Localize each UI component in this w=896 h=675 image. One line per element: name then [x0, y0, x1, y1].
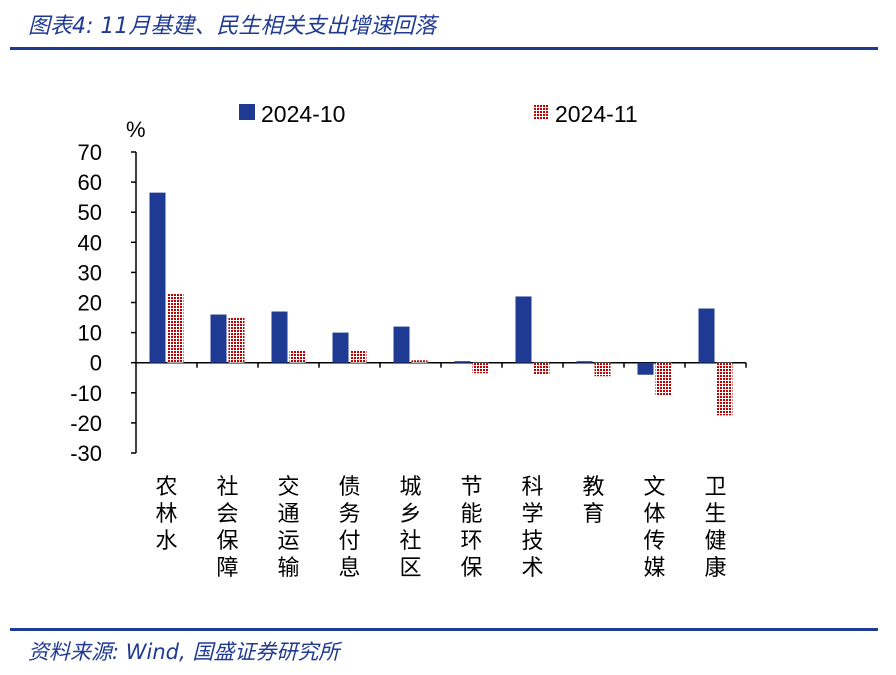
legend-label: 2024-11: [555, 101, 638, 127]
y-tick-label: 50: [78, 200, 102, 225]
x-category-label: 社会保障: [216, 475, 238, 581]
y-tick-label: -10: [70, 381, 102, 406]
bar-2024-10-城乡社区: [393, 326, 410, 363]
bar-2024-10-交通运输: [271, 311, 288, 363]
bar-2024-11-城乡社区: [411, 360, 428, 363]
category-labels: 农林水 社会保障 交通运输 债务付息 城乡社区 节能环保 科学技术 教育 文体传媒 卫生健康: [155, 475, 726, 581]
x-category-label: 卫生健康: [704, 475, 726, 581]
y-tick-label: 30: [78, 260, 102, 285]
x-category-label: 债务付息: [338, 475, 360, 581]
bar-2024-11-交通运输: [289, 350, 306, 363]
bar-2024-10-社会保障: [210, 314, 227, 363]
bar-2024-10-节能环保: [454, 361, 471, 363]
bar-2024-10-农林水: [149, 192, 166, 363]
bar-2024-10-科学技术: [515, 296, 532, 363]
y-tick-label: 70: [78, 140, 102, 165]
bars: [149, 192, 733, 416]
x-category-label: 文体传媒: [643, 475, 665, 581]
legend-swatch: [239, 104, 255, 120]
y-axis: 70 60 50 40 30 20 10 0 -10 -20 -30: [70, 140, 137, 466]
figure-title: 图表4: 11月基建、民生相关支出增速回落: [28, 14, 437, 39]
y-tick-label: 10: [78, 321, 102, 346]
legend-swatch: [533, 104, 549, 120]
y-tick-label: -30: [70, 441, 102, 466]
source-note: 资料来源: Wind, 国盛证券研究所: [28, 640, 340, 664]
y-tick-label: 0: [90, 351, 102, 376]
x-category-label: 节能环保: [460, 475, 482, 581]
bar-2024-10-文体传媒: [637, 362, 654, 375]
y-tick-label: 20: [78, 291, 102, 316]
x-category-label: 教育: [582, 475, 604, 527]
bar-2024-11-文体传媒: [655, 362, 672, 396]
bar-2024-11-科学技术: [533, 362, 550, 375]
bar-2024-11-农林水: [167, 293, 184, 363]
bar-2024-11-债务付息: [350, 350, 367, 363]
top-rule: [10, 47, 878, 50]
y-tick-label: 60: [78, 170, 102, 195]
x-category-label: 农林水: [155, 475, 177, 554]
bar-2024-11-教育: [594, 362, 611, 377]
bar-2024-11-节能环保: [472, 362, 489, 374]
bar-2024-10-卫生健康: [698, 308, 715, 363]
x-category-label: 科学技术: [521, 475, 543, 581]
x-category-label: 城乡社区: [399, 475, 421, 581]
legend: 2024-10 2024-11: [239, 101, 638, 127]
bar-2024-11-社会保障: [228, 317, 245, 363]
bar-2024-10-债务付息: [332, 332, 349, 363]
y-tick-label: -20: [70, 411, 102, 436]
bar-2024-10-教育: [576, 361, 593, 363]
bar-2024-11-卫生健康: [716, 362, 733, 416]
x-category-label: 交通运输: [277, 475, 299, 581]
y-tick-label: 40: [78, 230, 102, 255]
legend-label: 2024-10: [261, 101, 345, 127]
y-unit-label: %: [126, 117, 146, 142]
bottom-rule: [10, 628, 878, 631]
x-axis: [136, 361, 747, 368]
